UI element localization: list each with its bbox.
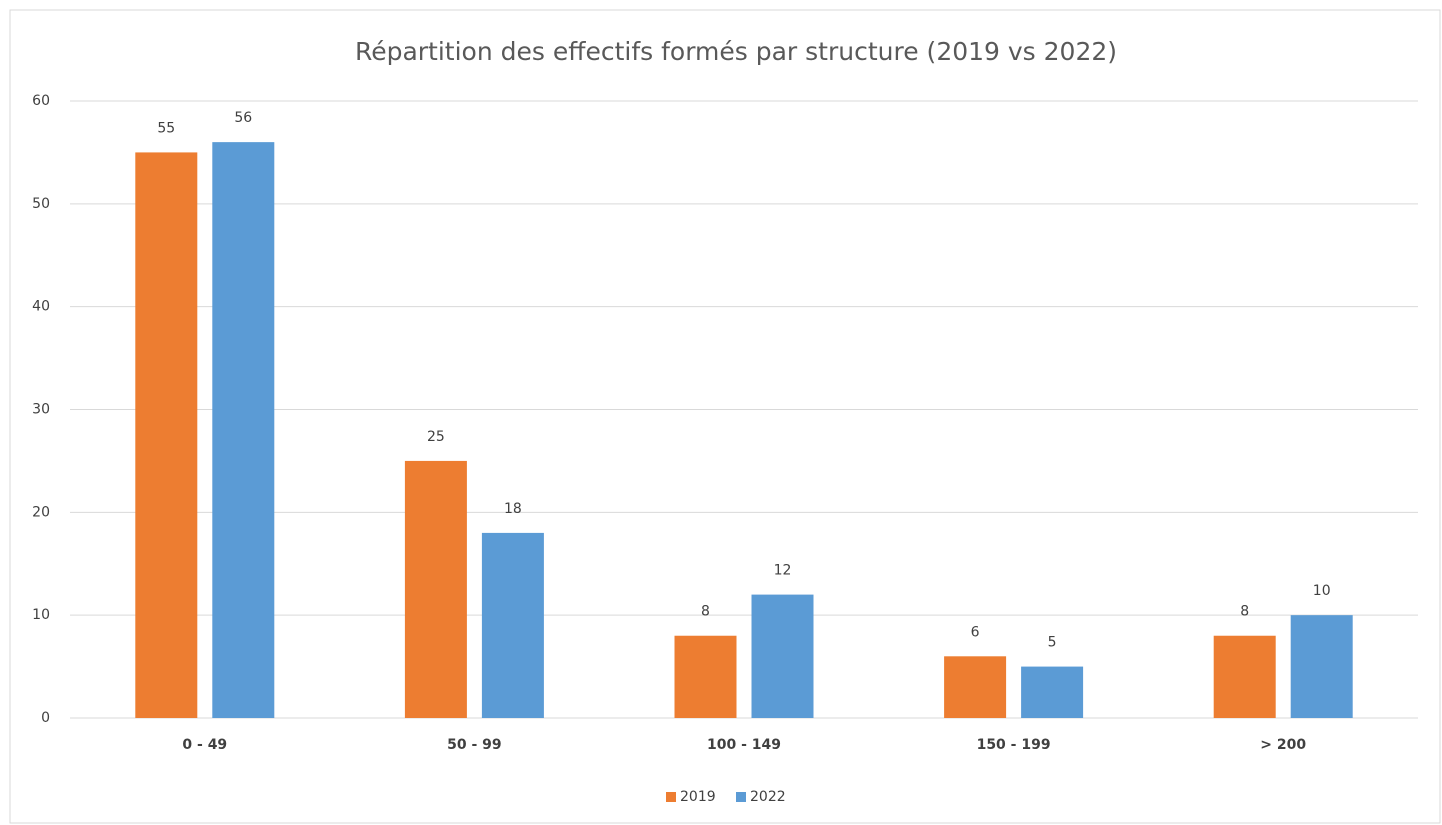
legend-swatch [736,792,746,802]
data-label: 18 [504,501,522,517]
y-tick-label: 0 [41,710,50,726]
bar [135,152,198,718]
y-tick-label: 50 [32,196,50,212]
bar [404,460,467,718]
x-tick-label: 50 - 99 [447,737,502,753]
data-label: 8 [1240,604,1249,620]
bar [481,532,544,718]
x-tick-label: > 200 [1260,737,1306,753]
y-tick-label: 20 [32,504,50,520]
x-tick-label: 150 - 199 [977,737,1051,753]
legend-label: 2019 [680,789,716,805]
data-label: 56 [234,110,252,126]
y-tick-label: 30 [32,402,50,418]
bar [212,142,275,719]
legend-swatch [666,792,676,802]
data-label: 55 [157,120,175,136]
bar [1021,666,1084,718]
chart-title: Répartition des effectifs formés par str… [355,37,1117,66]
data-label: 25 [427,429,445,445]
y-tick-label: 60 [32,93,50,109]
data-label: 12 [774,563,792,579]
legend-label: 2022 [750,789,786,805]
bar [944,656,1007,718]
x-tick-label: 0 - 49 [182,737,227,753]
y-tick-label: 40 [32,299,50,315]
y-tick-label: 10 [32,607,50,623]
bar [1213,635,1276,718]
x-tick-label: 100 - 149 [707,737,781,753]
data-label: 5 [1048,635,1057,651]
data-label: 6 [971,624,980,640]
bar [1290,615,1353,718]
data-label: 10 [1313,583,1331,599]
data-label: 8 [701,604,710,620]
bar [751,594,814,718]
bar [674,635,737,718]
